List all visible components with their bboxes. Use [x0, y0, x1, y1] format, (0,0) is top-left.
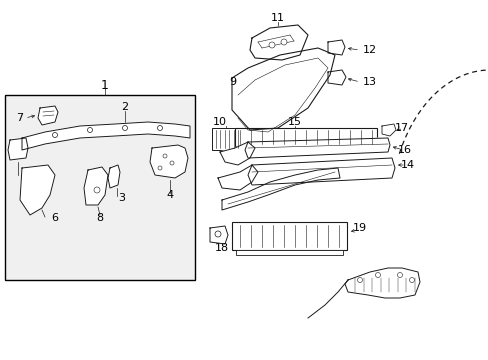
Circle shape	[281, 39, 286, 45]
Text: 7: 7	[17, 113, 23, 123]
Text: 9: 9	[229, 77, 236, 87]
Polygon shape	[209, 226, 227, 244]
Circle shape	[268, 42, 274, 48]
Circle shape	[122, 126, 127, 131]
Text: 5: 5	[21, 172, 28, 182]
Text: 8: 8	[96, 213, 103, 223]
Text: 10: 10	[213, 117, 226, 127]
Text: 14: 14	[400, 160, 414, 170]
Bar	[235, 128, 376, 146]
Polygon shape	[222, 168, 339, 210]
Text: 2: 2	[121, 102, 128, 112]
Circle shape	[94, 187, 100, 193]
Text: 11: 11	[270, 13, 285, 23]
Text: 16: 16	[397, 145, 411, 155]
Circle shape	[215, 231, 221, 237]
Circle shape	[158, 166, 162, 170]
Circle shape	[157, 126, 162, 131]
Circle shape	[163, 154, 167, 158]
Circle shape	[357, 278, 362, 283]
Polygon shape	[38, 106, 58, 125]
Polygon shape	[381, 124, 395, 136]
Polygon shape	[345, 268, 419, 298]
Circle shape	[375, 273, 380, 278]
Polygon shape	[22, 122, 190, 150]
Circle shape	[397, 273, 402, 278]
Polygon shape	[20, 165, 55, 215]
Polygon shape	[244, 138, 389, 158]
Polygon shape	[84, 167, 108, 205]
Bar	[236, 250, 342, 255]
Text: 13: 13	[362, 77, 376, 87]
Circle shape	[170, 161, 174, 165]
Polygon shape	[108, 165, 120, 188]
Bar	[212, 128, 242, 150]
Text: 18: 18	[215, 243, 228, 253]
Text: 6: 6	[51, 213, 59, 223]
Circle shape	[408, 278, 414, 283]
Text: 17: 17	[394, 123, 408, 133]
Polygon shape	[249, 25, 307, 60]
Polygon shape	[247, 158, 394, 185]
Polygon shape	[327, 40, 345, 55]
Text: 1: 1	[101, 78, 109, 91]
Polygon shape	[231, 48, 334, 130]
Bar	[231, 222, 346, 250]
Circle shape	[87, 127, 92, 132]
Bar	[5, 95, 195, 280]
Text: 12: 12	[362, 45, 376, 55]
Polygon shape	[327, 70, 346, 85]
Circle shape	[52, 132, 58, 138]
Text: 4: 4	[166, 190, 173, 200]
Polygon shape	[220, 142, 254, 165]
Polygon shape	[8, 138, 28, 160]
Text: 3: 3	[118, 193, 125, 203]
Polygon shape	[218, 165, 258, 190]
Polygon shape	[150, 145, 187, 178]
Text: 15: 15	[287, 117, 302, 127]
Text: 19: 19	[352, 223, 366, 233]
